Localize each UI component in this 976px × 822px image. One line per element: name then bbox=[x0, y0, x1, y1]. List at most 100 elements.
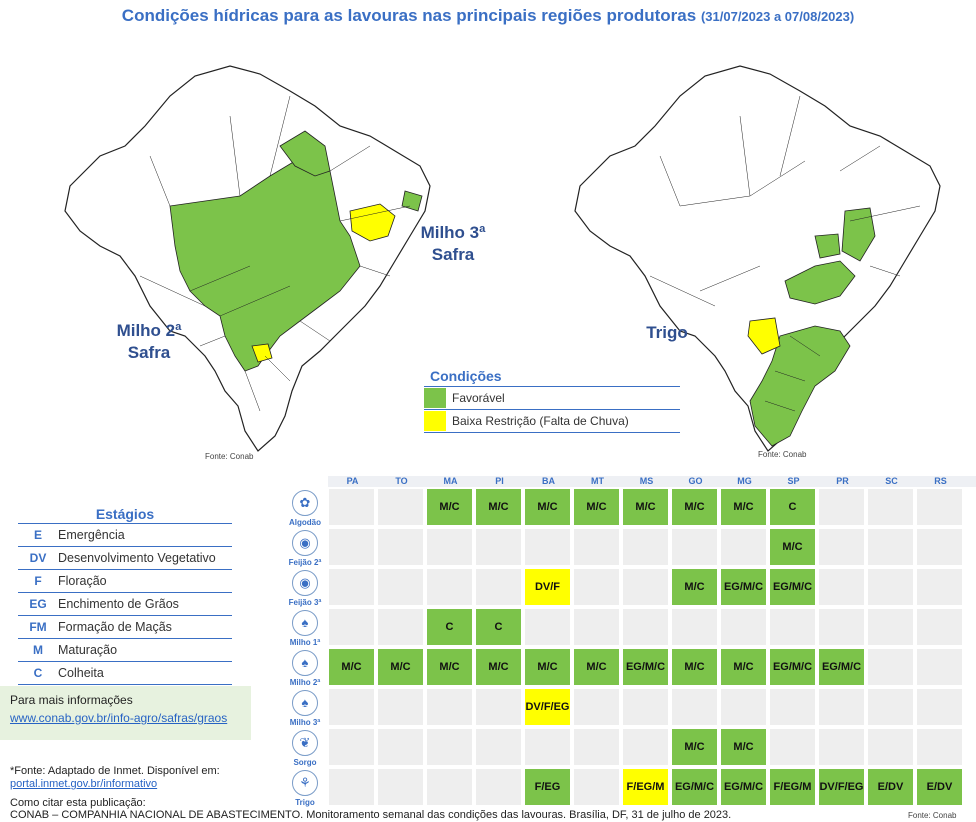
crop-name: Milho 1ª bbox=[289, 638, 321, 647]
state-header-pi: PI bbox=[495, 476, 504, 486]
restricted-region-ms bbox=[747, 317, 781, 355]
grid-cell bbox=[622, 528, 669, 566]
grid-cell: EG/M/C bbox=[671, 768, 718, 806]
grid-cell bbox=[671, 528, 718, 566]
grid-cell: C bbox=[769, 488, 816, 526]
grid-cell: E/DV bbox=[867, 768, 914, 806]
state-header-sc: SC bbox=[885, 476, 898, 486]
grid-cell: E/DV bbox=[916, 768, 963, 806]
swatch-favorable bbox=[424, 388, 446, 408]
grid-cell bbox=[377, 728, 424, 766]
grid-cell bbox=[377, 528, 424, 566]
favorable-region-south bbox=[749, 325, 851, 447]
grid-cell: EG/M/C bbox=[720, 568, 767, 606]
favorable-region-go bbox=[814, 233, 841, 259]
grid-cell bbox=[524, 528, 571, 566]
grid-cell bbox=[622, 568, 669, 606]
condition-label: Favorável bbox=[452, 391, 505, 405]
brazil-map-trigo bbox=[574, 65, 941, 452]
grid-cell bbox=[867, 688, 914, 726]
grid-cell bbox=[328, 568, 375, 606]
crop-name: Feijão 2ª bbox=[288, 558, 322, 567]
crop-name: Milho 3ª bbox=[289, 718, 321, 727]
favorable-region-ba bbox=[841, 207, 876, 262]
sorghum-icon: ❦ bbox=[292, 730, 318, 756]
state-header-rs: RS bbox=[934, 476, 947, 486]
grid-cell bbox=[573, 568, 620, 606]
stage-row: C Colheita bbox=[18, 661, 232, 685]
grid-cell: M/C bbox=[671, 648, 718, 686]
condition-favorable: Favorável bbox=[424, 386, 680, 409]
grid-cell bbox=[622, 728, 669, 766]
grid-cell: M/C bbox=[524, 648, 571, 686]
conditions-title: Condições bbox=[430, 368, 502, 384]
grid-cell bbox=[720, 528, 767, 566]
grid-cell: DV/F/EG bbox=[818, 768, 865, 806]
page-title: Condições hídricas para as lavouras nas … bbox=[0, 6, 976, 26]
grid-cell: DV/F bbox=[524, 568, 571, 606]
map-label-milho2: Milho 2ª Safra bbox=[104, 320, 194, 364]
state-header-go: GO bbox=[688, 476, 703, 486]
grid-cell: F/EG/M bbox=[769, 768, 816, 806]
stage-code: EG bbox=[29, 597, 47, 611]
stage-code: E bbox=[33, 528, 42, 542]
stages-title: Estágios bbox=[95, 506, 155, 522]
brazil-outline bbox=[574, 65, 941, 452]
grid-cell bbox=[867, 528, 914, 566]
more-info-box: Para mais informações www.conab.gov.br/i… bbox=[0, 686, 251, 740]
condition-label: Baixa Restrição (Falta de Chuva) bbox=[452, 414, 629, 428]
stage-code: M bbox=[33, 643, 43, 657]
stage-name: Colheita bbox=[58, 666, 104, 680]
grid-cell bbox=[524, 608, 571, 646]
grid-cell: M/C bbox=[769, 528, 816, 566]
inmet-link[interactable]: portal.inmet.gov.br/informativo bbox=[10, 778, 158, 790]
stage-name: Emergência bbox=[58, 528, 125, 542]
grid-cell bbox=[426, 768, 473, 806]
crop-name: Feijão 3ª bbox=[288, 598, 322, 607]
grid-cell: EG/M/C bbox=[769, 648, 816, 686]
grid-cell bbox=[573, 528, 620, 566]
grid-cell bbox=[818, 568, 865, 606]
map-label-trigo: Trigo bbox=[646, 323, 688, 342]
grid-cell bbox=[524, 728, 571, 766]
grid-cell: M/C bbox=[671, 488, 718, 526]
grid-cell bbox=[573, 688, 620, 726]
stage-name: Desenvolvimento Vegetativo bbox=[58, 551, 216, 565]
grid-cell bbox=[769, 688, 816, 726]
crop-label: ♠ Milho 3ª bbox=[282, 690, 328, 727]
cite-label: Como citar esta publicação: bbox=[10, 797, 146, 809]
grid-cell: F/EG bbox=[524, 768, 571, 806]
grid-cell: M/C bbox=[720, 648, 767, 686]
grid-cell bbox=[720, 688, 767, 726]
grid-cell: M/C bbox=[524, 488, 571, 526]
grid-cell: M/C bbox=[475, 648, 522, 686]
stage-row: E Emergência bbox=[18, 523, 232, 546]
grid-cell bbox=[377, 568, 424, 606]
grid-cell bbox=[867, 608, 914, 646]
grid-cell bbox=[573, 768, 620, 806]
state-header-ms: MS bbox=[639, 476, 654, 486]
condition-restricted: Baixa Restrição (Falta de Chuva) bbox=[424, 409, 680, 433]
grid-cell bbox=[622, 608, 669, 646]
grid-cell bbox=[720, 608, 767, 646]
grid-cell: C bbox=[475, 608, 522, 646]
grid-cell: M/C bbox=[720, 488, 767, 526]
crop-name: Trigo bbox=[295, 798, 315, 807]
state-header-sp: SP bbox=[787, 476, 800, 486]
crop-name: Sorgo bbox=[293, 758, 317, 767]
grid-cell bbox=[328, 728, 375, 766]
stage-row: F Floração bbox=[18, 569, 232, 592]
stage-row: FM Formação de Maçãs bbox=[18, 615, 232, 638]
grid-cell bbox=[769, 608, 816, 646]
grid-cell bbox=[573, 728, 620, 766]
grid-cell: M/C bbox=[573, 648, 620, 686]
grid-cell bbox=[818, 528, 865, 566]
grid-cell bbox=[426, 688, 473, 726]
restricted-region-ba bbox=[349, 203, 396, 242]
grid-cell bbox=[867, 488, 914, 526]
corn-icon: ♠ bbox=[292, 650, 318, 676]
more-info-link[interactable]: www.conab.gov.br/info-agro/safras/graos bbox=[10, 711, 228, 725]
wheat-icon: ⚘ bbox=[292, 770, 318, 796]
grid-cell bbox=[328, 688, 375, 726]
source-text: *Fonte: Adaptado de Inmet. Disponível em… bbox=[10, 765, 220, 777]
